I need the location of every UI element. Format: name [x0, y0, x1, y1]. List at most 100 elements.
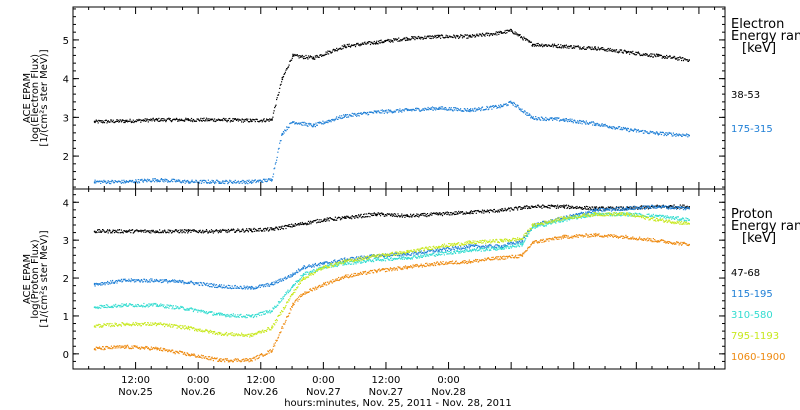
data-point: [475, 108, 477, 110]
data-point: [230, 120, 233, 122]
data-point: [192, 121, 194, 123]
data-point: [491, 210, 494, 212]
data-point: [210, 182, 212, 184]
data-point: [655, 132, 657, 134]
data-point: [109, 180, 111, 183]
data-point: [503, 245, 505, 248]
data-point: [123, 179, 125, 181]
data-point: [660, 214, 662, 216]
data-point: [102, 305, 104, 307]
data-point: [489, 244, 491, 246]
data-point: [456, 248, 459, 250]
data-point: [655, 214, 657, 216]
data-point: [132, 304, 134, 306]
data-point: [307, 58, 309, 60]
data-point: [326, 264, 328, 266]
data-point: [496, 249, 498, 251]
data-point: [433, 254, 435, 257]
data-point: [169, 229, 171, 231]
data-point: [189, 182, 191, 184]
data-point: [101, 230, 103, 233]
data-point: [363, 216, 365, 218]
data-point: [326, 220, 328, 222]
data-point: [225, 314, 228, 316]
data-point: [312, 123, 315, 125]
data-point: [205, 181, 208, 184]
data-point: [333, 120, 335, 122]
data-point: [404, 214, 407, 216]
data-point: [421, 36, 423, 39]
data-point: [182, 180, 184, 182]
data-point: [147, 178, 149, 180]
data-point: [585, 123, 587, 125]
data-point: [593, 209, 595, 211]
data-point: [235, 316, 238, 318]
data-point: [413, 253, 415, 255]
data-point: [522, 38, 524, 40]
data-point: [315, 264, 317, 266]
data-point: [286, 225, 288, 227]
data-point: [237, 120, 239, 122]
data-point: [111, 281, 113, 283]
data-point: [197, 118, 199, 120]
data-point: [483, 34, 485, 36]
data-point: [380, 109, 382, 111]
data-point: [384, 260, 387, 262]
data-point: [662, 205, 664, 208]
data-point: [353, 257, 355, 259]
data-point: [207, 182, 209, 184]
data-point: [486, 211, 488, 213]
data-point: [273, 110, 275, 112]
data-point: [298, 269, 300, 271]
data-point: [199, 281, 201, 284]
data-point: [627, 215, 629, 217]
y-tick-label: 4: [63, 198, 69, 209]
data-point: [193, 229, 195, 231]
data-point: [492, 211, 494, 213]
data-point: [120, 278, 122, 280]
data-point: [471, 244, 474, 246]
data-point: [578, 46, 580, 48]
data-point: [394, 252, 396, 254]
data-point: [528, 207, 530, 209]
data-point: [454, 211, 456, 213]
data-point: [416, 252, 418, 254]
data-point: [171, 120, 173, 122]
data-point: [512, 104, 514, 106]
data-point: [125, 120, 127, 122]
data-point: [555, 218, 557, 220]
data-point: [255, 314, 257, 316]
data-point: [458, 251, 460, 253]
data-point: [234, 316, 236, 318]
data-point: [302, 58, 305, 60]
data-point: [637, 52, 639, 54]
data-point: [312, 56, 315, 58]
data-point: [465, 211, 467, 213]
data-point: [429, 37, 431, 39]
data-point: [629, 51, 631, 53]
data-point: [272, 307, 274, 309]
data-point: [100, 230, 102, 232]
data-point: [518, 34, 521, 37]
data-point: [687, 218, 689, 220]
data-point: [394, 215, 396, 217]
data-point: [624, 127, 626, 130]
data-point: [297, 280, 300, 282]
data-point: [577, 120, 579, 122]
data-point: [172, 231, 174, 233]
data-point: [542, 45, 544, 47]
data-point: [335, 117, 337, 119]
data-point: [640, 130, 643, 132]
data-point: [232, 315, 234, 317]
data-point: [393, 38, 395, 40]
data-point: [437, 252, 439, 254]
data-point: [249, 229, 251, 231]
data-point: [366, 111, 368, 114]
data-point: [459, 109, 461, 111]
data-point: [629, 212, 631, 214]
data-point: [619, 128, 621, 131]
data-point: [632, 50, 634, 52]
data-point: [512, 245, 514, 247]
data-point: [411, 253, 413, 255]
data-point: [96, 231, 98, 234]
